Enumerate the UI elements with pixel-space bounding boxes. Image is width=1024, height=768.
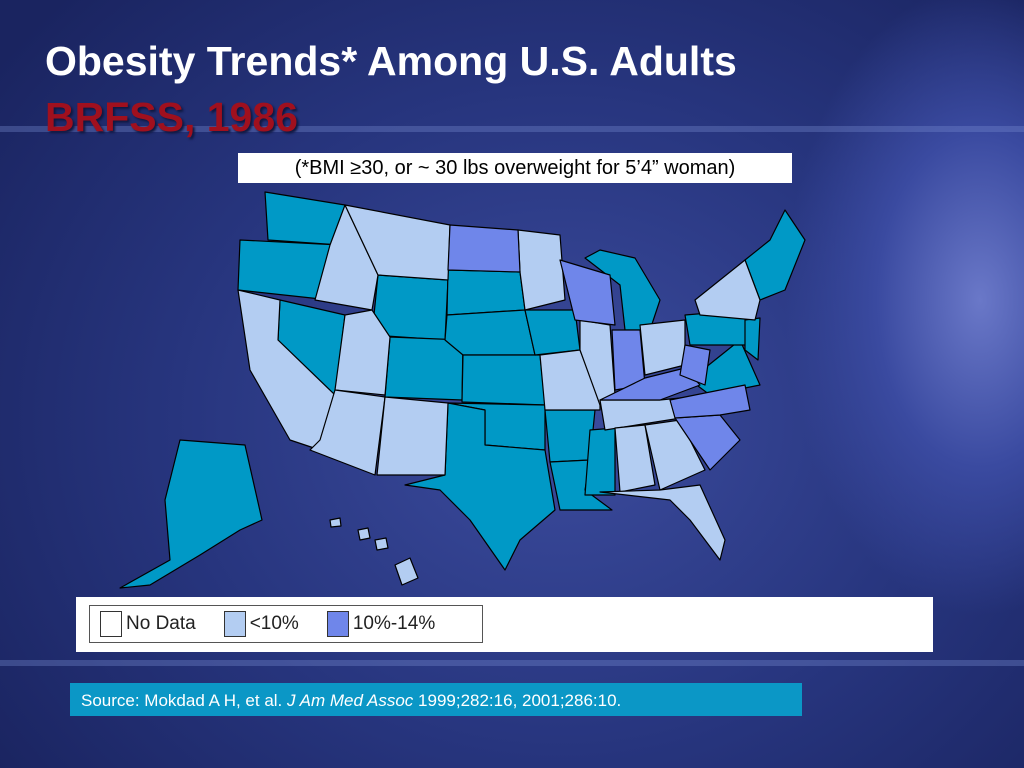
decor-band [0,126,1024,132]
legend-label: 10%-14% [352,613,436,634]
legend-label: No Data [126,613,196,634]
source-bar [70,683,802,716]
title: Obesity Trends* Among U.S. Adults [45,38,737,84]
legend-swatch [100,611,122,637]
note: (*BMI ≥30, or ~ 30 lbs overweight for 5’… [238,153,792,183]
legend-item: No Data [100,611,196,637]
source-citation: 1999;282:16, 2001;286:10. [418,691,622,710]
source-journal: J Am Med Assoc [287,691,414,710]
source: Source: Mokdad A H, et al. J Am Med Asso… [81,689,701,713]
legend-label: <10% [249,613,299,634]
legend-swatch [326,611,349,637]
decor-band [0,660,1024,666]
legend: No Data <10% 10%-14% [76,597,933,652]
legend-item: 10%-14% [326,611,436,637]
legend-box: No Data <10% 10%-14% [89,605,483,643]
legend-item: <10% [223,611,299,637]
legend-swatch [223,611,246,637]
source-prefix: Source: Mokdad A H, et al. [81,691,283,710]
subtitle: BRFSS, 1986 [45,94,298,140]
